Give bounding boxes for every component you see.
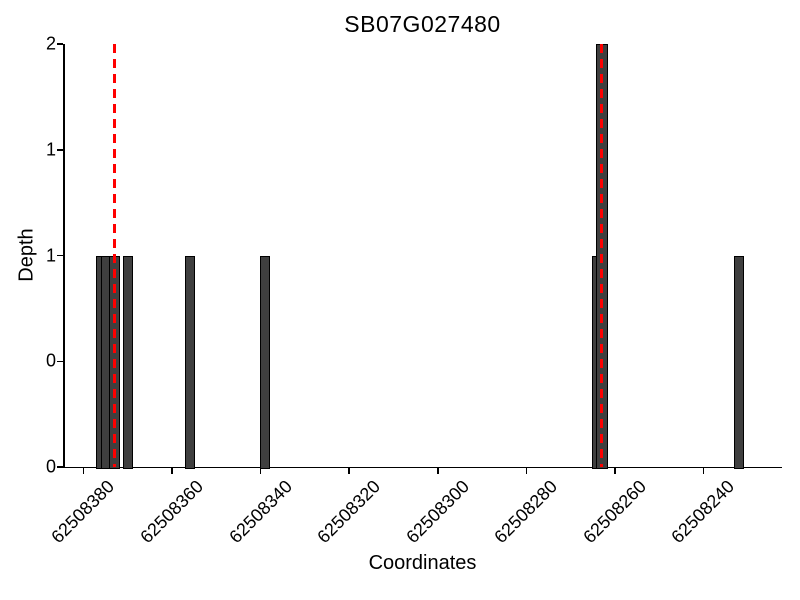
x-tick-label: 62508380	[47, 476, 119, 548]
chart-title: SB07G027480	[344, 11, 501, 37]
x-tick-label: 62508360	[136, 476, 208, 548]
x-axis-label: Coordinates	[368, 552, 477, 574]
y-axis-spine	[63, 44, 65, 468]
bar	[733, 255, 744, 469]
bar	[260, 255, 271, 469]
y-tick-label: 1	[45, 139, 56, 160]
y-tick	[57, 149, 63, 151]
x-tick	[348, 468, 350, 474]
x-tick-label: 62508280	[490, 476, 562, 548]
x-tick	[702, 468, 705, 474]
y-tick	[57, 360, 63, 362]
bar	[184, 255, 195, 469]
x-tick	[171, 468, 173, 474]
y-tick	[57, 43, 63, 45]
y-tick	[57, 466, 63, 468]
x-tick	[259, 468, 262, 474]
x-tick	[525, 468, 528, 474]
x-tick	[437, 468, 439, 474]
x-tick-label: 62508300	[402, 476, 473, 548]
x-tick-label: 62508340	[224, 476, 296, 548]
x-tick	[614, 468, 616, 474]
x-tick-label: 62508320	[313, 476, 385, 548]
bar	[122, 255, 133, 469]
y-tick	[57, 254, 63, 257]
depth-marker-line	[112, 44, 117, 467]
y-tick-label: 1	[45, 245, 56, 265]
depth-marker-line	[599, 44, 604, 467]
y-tick-label: 0	[45, 456, 56, 477]
x-tick-label: 62508240	[667, 476, 739, 548]
y-tick-label: 2	[45, 33, 56, 54]
x-tick	[82, 468, 85, 474]
x-axis-spine	[63, 466, 782, 468]
y-tick-label: 0	[45, 350, 56, 371]
x-tick-label: 62508260	[579, 476, 650, 548]
